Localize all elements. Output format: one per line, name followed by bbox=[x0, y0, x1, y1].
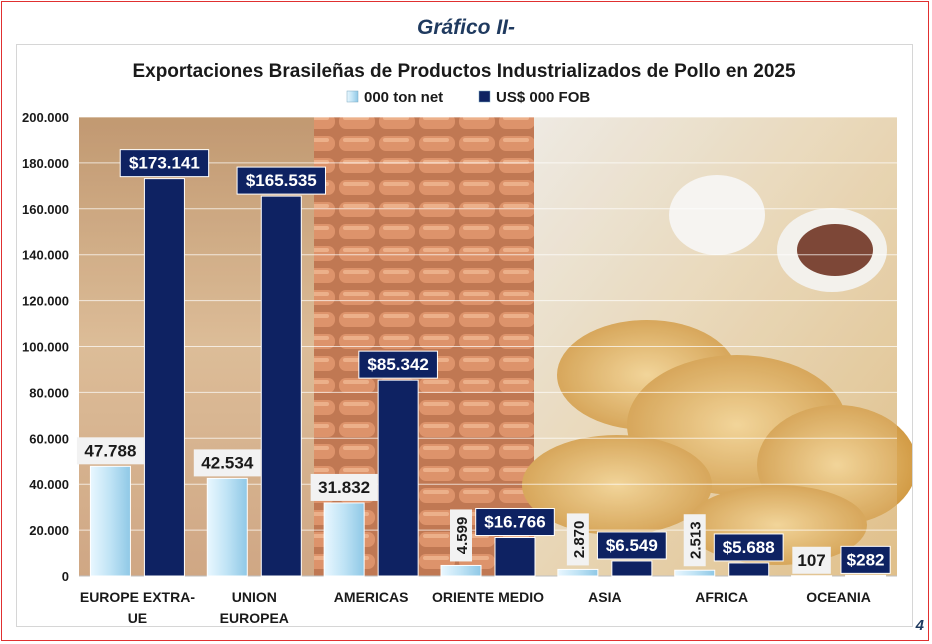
data-label-fob-bg bbox=[840, 545, 891, 574]
bar-ton-net bbox=[206, 477, 248, 577]
data-label-fob-bg bbox=[596, 531, 667, 560]
legend-swatch bbox=[478, 90, 491, 103]
bar-ton-net bbox=[323, 502, 365, 577]
bar-ton-net bbox=[674, 569, 716, 577]
data-label-fob: $5.688 bbox=[723, 538, 775, 557]
x-category-label: OCEANIA bbox=[806, 589, 871, 605]
bar-fob bbox=[494, 537, 536, 577]
x-category-label: EUROPE EXTRA- bbox=[80, 589, 195, 605]
data-label-fob-bg bbox=[119, 149, 210, 178]
y-tick-label: 60.000 bbox=[29, 431, 69, 446]
data-label-ton-bg bbox=[566, 513, 589, 566]
chart-title: Exportaciones Brasileñas de Productos In… bbox=[132, 61, 796, 82]
legend-label: 000 ton net bbox=[364, 89, 443, 106]
data-label-fob: $16.766 bbox=[484, 513, 545, 532]
chart-container: 0 20.000 40.000 60.000 80.000 100.000 120.000 1… bbox=[16, 44, 917, 627]
data-label-ton-bg bbox=[76, 437, 144, 465]
data-label-ton: 107 bbox=[797, 551, 825, 570]
data-label-fob-bg bbox=[475, 508, 555, 537]
x-category-label: EUROPEA bbox=[220, 610, 289, 626]
bar-fob bbox=[611, 560, 653, 577]
legend-label: US$ 000 FOB bbox=[496, 89, 590, 106]
data-label-fob: $6.549 bbox=[606, 536, 658, 555]
y-tick-label: 180.000 bbox=[22, 156, 69, 171]
data-label-ton-bg bbox=[450, 509, 472, 562]
data-label-ton-bg bbox=[310, 473, 378, 501]
bar-fob bbox=[260, 195, 302, 577]
data-label-ton: 42.534 bbox=[201, 453, 254, 472]
x-category-label: AFRICA bbox=[695, 589, 748, 605]
data-label-ton: 47.788 bbox=[84, 441, 136, 460]
data-label-ton-group: 2.870 bbox=[566, 513, 589, 566]
data-label-ton-bg bbox=[193, 449, 261, 477]
data-label-ton-bg bbox=[792, 546, 831, 574]
data-label-fob-bg bbox=[358, 350, 438, 379]
y-tick-label: 20.000 bbox=[29, 523, 69, 538]
y-axis: 0 20.000 40.000 60.000 80.000 100.000 120.000 1… bbox=[22, 110, 69, 584]
y-tick-label: 40.000 bbox=[29, 477, 69, 492]
bar-ton-net bbox=[557, 568, 599, 577]
y-tick-label: 120.000 bbox=[22, 294, 69, 309]
data-label-ton-bg bbox=[683, 514, 706, 567]
page-number: 4 bbox=[915, 617, 924, 634]
x-category-label: ORIENTE MEDIO bbox=[432, 589, 544, 605]
bg-sauce bbox=[797, 224, 873, 276]
bg-bowl bbox=[669, 175, 765, 255]
data-label-fob: $282 bbox=[847, 550, 885, 569]
x-axis: EUROPE EXTRA- UE UNION EUROPEA AMERICAS ORIEN… bbox=[80, 589, 871, 626]
x-category-label: UNION bbox=[232, 589, 277, 605]
data-label-fob: $173.141 bbox=[129, 154, 200, 173]
data-label-fob-bg bbox=[713, 533, 784, 562]
bars: 47.788 $173.141 42.534 $165.535 31.832 $85.34… bbox=[76, 149, 891, 577]
bar-fob bbox=[143, 178, 185, 577]
data-label-fob-bg bbox=[236, 166, 326, 195]
y-tick-label: 100.000 bbox=[22, 340, 69, 355]
legend-swatch bbox=[346, 90, 359, 103]
data-label-ton: 2.870 bbox=[571, 521, 588, 559]
y-tick-label: 200.000 bbox=[22, 110, 69, 125]
bar-fob bbox=[377, 379, 419, 577]
x-category-label: AMERICAS bbox=[334, 589, 409, 605]
legend: 000 ton net US$ 000 FOB bbox=[346, 89, 590, 106]
y-tick-label: 80.000 bbox=[29, 385, 69, 400]
y-tick-label: 0 bbox=[62, 569, 69, 584]
x-category-label: UE bbox=[128, 610, 147, 626]
y-tick-label: 160.000 bbox=[22, 202, 69, 217]
page-heading: Gráfico II- bbox=[416, 16, 516, 39]
bar-fob bbox=[728, 562, 770, 577]
data-label-fob: $85.342 bbox=[367, 355, 428, 374]
bar-ton-net bbox=[89, 465, 131, 577]
bar-fob bbox=[845, 574, 887, 577]
y-tick-label: 140.000 bbox=[22, 248, 69, 263]
data-label-ton: 4.599 bbox=[454, 517, 471, 555]
data-label-ton: 31.832 bbox=[318, 478, 370, 497]
x-category-label: ASIA bbox=[588, 589, 621, 605]
data-label-ton: 2.513 bbox=[688, 521, 705, 559]
bg-nugget bbox=[522, 435, 712, 535]
data-label-ton-group: 4.599 bbox=[450, 509, 472, 562]
chart-svg: 0 20.000 40.000 60.000 80.000 100.000 120.000 1… bbox=[22, 61, 917, 626]
data-label-fob: $165.535 bbox=[246, 171, 317, 190]
data-label-ton-group: 2.513 bbox=[683, 514, 706, 567]
bar-ton-net bbox=[440, 564, 482, 577]
